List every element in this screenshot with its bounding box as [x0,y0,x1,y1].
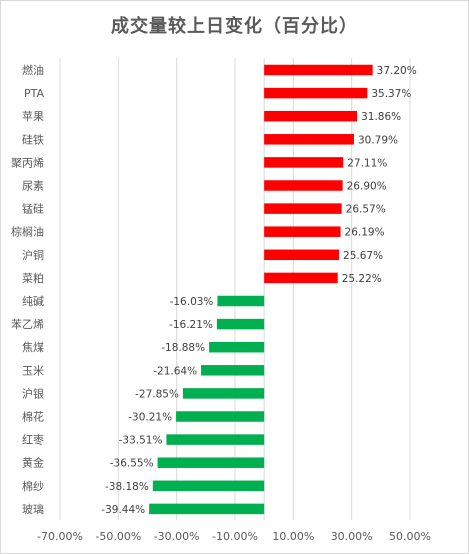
category-label: 玉米 [22,364,44,377]
data-label: 25.67% [343,250,383,262]
data-label: 27.11% [347,157,387,169]
category-label: 硅铁 [22,133,44,146]
category-label: 红枣 [22,434,44,447]
data-label: -38.18% [105,481,149,493]
data-label: -16.21% [169,319,213,331]
data-label: -36.55% [110,458,154,470]
bar [264,272,338,284]
category-label: 棉花 [22,410,44,424]
data-label: -39.44% [101,504,145,516]
category-label: 焦煤 [22,341,44,354]
data-label: -27.85% [135,388,179,400]
bar [264,110,358,122]
data-label: 30.79% [358,134,398,146]
data-label: 25.22% [342,273,382,285]
category-label: 苯乙烯 [11,317,44,331]
x-tick-label: -50.00% [95,530,141,543]
bar [152,480,265,492]
bar [157,457,265,468]
bar [201,365,265,376]
data-label: -21.64% [153,365,197,377]
bar [166,434,265,445]
data-label: 26.19% [345,227,385,239]
category-label: 沪银 [22,386,44,400]
category-label: 纯碱 [22,295,44,308]
category-label: 锰硅 [22,202,44,216]
data-label: 26.57% [346,204,386,216]
bar [182,388,265,399]
bar [209,341,265,353]
x-tick-label: -30.00% [154,530,200,543]
x-tick-label: -10.00% [212,530,258,543]
bar [176,411,265,422]
bar [264,203,342,214]
bar [264,134,354,145]
bar [149,503,265,515]
data-label: -33.51% [119,435,163,447]
chart-title: 成交量较上日变化（百分比） [111,16,358,37]
bar [264,180,343,191]
category-label: 沪铜 [22,248,44,262]
data-label: -18.88% [161,342,205,354]
category-label: 尿素 [22,180,44,193]
bar [264,249,340,261]
category-label: 棕榈油 [11,225,44,239]
bar [264,64,373,76]
category-label: 聚丙烯 [11,156,44,169]
x-tick-label: 50.00% [389,530,431,543]
bar [217,295,265,307]
bar [264,87,368,99]
category-label: PTA [24,87,44,100]
category-label: 苹果 [22,109,44,123]
x-tick-label: -70.00% [37,530,83,543]
category-label: 菜粕 [22,271,44,285]
data-label: 35.37% [371,88,411,100]
data-label: 31.86% [361,111,401,123]
category-label: 黄金 [22,456,44,470]
data-label: 37.20% [377,65,417,77]
bar [264,226,341,237]
category-label: 燃油 [22,63,44,77]
data-label: -30.21% [128,412,172,424]
category-label: 棉纱 [22,479,44,493]
bar [216,318,265,330]
category-label: 玻璃 [22,502,44,516]
x-tick-label: 10.00% [272,530,314,543]
data-label: -16.03% [170,296,214,308]
bar [264,157,344,168]
x-tick-label: 30.00% [331,530,373,543]
data-label: 26.90% [347,181,387,193]
